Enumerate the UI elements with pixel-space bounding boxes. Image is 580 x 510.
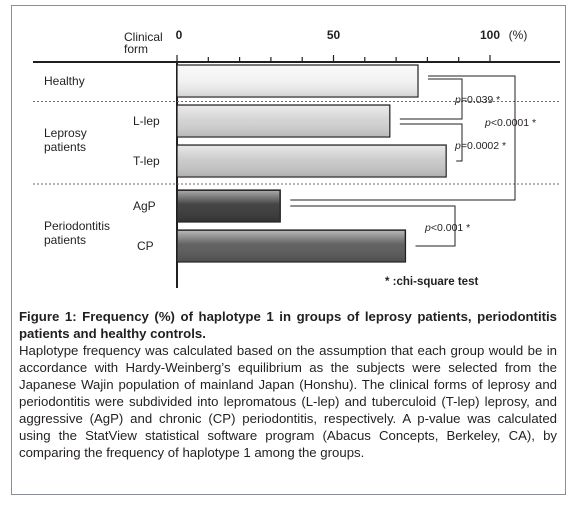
bar-sheen-agp [178,191,280,221]
axis-title-line-2: form [124,42,148,56]
axis-title-line-1: Clinical [124,30,163,44]
group-label-2-line-2: patients [44,140,86,154]
chart-footnote: * :chi-square test [385,276,478,288]
x-axis-unit: (%) [509,28,528,42]
caption-title: Figure 1: Frequency (%) of haplotype 1 i… [19,309,557,341]
category-label-agp: AgP [133,199,156,213]
bar-sheen-healthy [178,66,418,96]
bar-sheen-t-lep [178,146,446,176]
significance-bracket-2 [290,75,516,201]
x-tick-label: 50 [327,28,341,42]
p-value-label-4: p<0.001 * [424,222,470,234]
bar-sheen-cp [178,231,405,261]
category-label-cp: CP [137,239,154,253]
group-label-3-line-2: patients [44,233,86,247]
x-tick-label: 100 [480,28,500,42]
figure-frame [11,5,566,495]
x-tick-label: 0 [176,28,183,42]
caption-body: Haplotype frequency was calculated based… [19,343,557,460]
significance-bracket-4 [290,205,456,247]
group-label-2-line-1: Leprosy [44,126,87,140]
p-value-label-1: p=0.039 * [454,94,500,106]
bar-sheen-l-lep [178,106,389,136]
category-label-t-lep: T-lep [133,154,160,168]
category-label-l-lep: L-lep [133,114,160,128]
p-value-label-2: p<0.0001 * [484,117,536,129]
figure-caption: Figure 1: Frequency (%) of haplotype 1 i… [19,308,557,461]
p-value-label-3: p=0.0002 * [454,140,506,152]
significance-bracket-1 [399,78,463,120]
group-label-3-line-1: Periodontitis [44,219,110,233]
significance-bracket-3 [399,123,463,162]
group-label-1-line-1: Healthy [44,74,85,88]
